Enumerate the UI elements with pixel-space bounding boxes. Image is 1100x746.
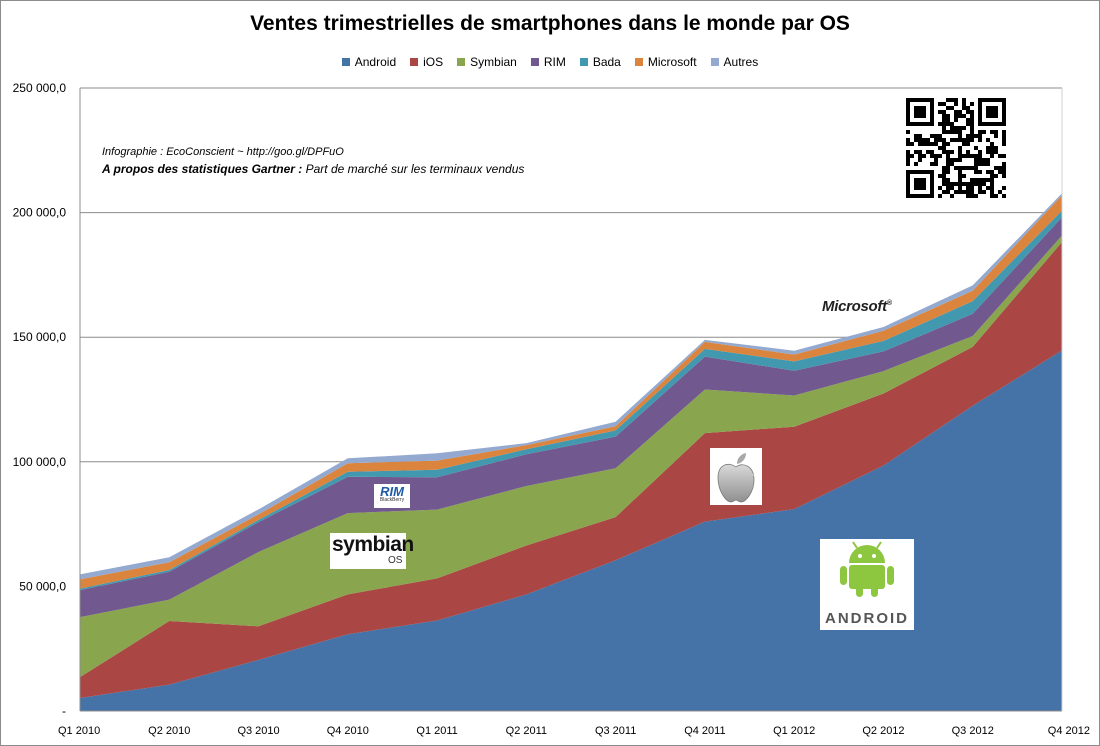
- x-tick-label: Q2 2011: [506, 725, 547, 737]
- legend-swatch: [410, 58, 419, 66]
- chart-title: Ventes trimestrielles de smartphones dan…: [250, 12, 850, 35]
- legend-label: Bada: [592, 55, 621, 69]
- legend-swatch: [530, 58, 539, 66]
- legend-item-android: Android: [341, 55, 397, 69]
- legend-label: Android: [354, 55, 397, 69]
- legend-swatch: [341, 58, 350, 66]
- legend-item-bada: Bada: [579, 55, 621, 69]
- x-tick-label: Q2 2010: [148, 725, 190, 737]
- legend-swatch: [634, 58, 643, 66]
- x-tick-label: Q4 2012: [1048, 725, 1090, 737]
- annotation-source-bold: A propos des statistiques Gartner :: [102, 162, 303, 176]
- x-tick-label: Q3 2010: [237, 725, 279, 737]
- legend-item-ios: iOS: [410, 55, 443, 69]
- android-logo: ANDROID: [820, 539, 914, 630]
- x-tick-label: Q4 2011: [684, 725, 725, 737]
- legend-item-rim: RIM: [530, 55, 566, 69]
- area-rim: [80, 217, 1062, 618]
- legend-label: Microsoft: [647, 55, 697, 69]
- legend-label: Symbian: [470, 55, 517, 69]
- area-ios: [80, 242, 1062, 698]
- legend-label: iOS: [423, 55, 444, 69]
- rim-blackberry-logo: RIM BlackBerry: [374, 484, 410, 508]
- qr-code-icon: [904, 96, 1008, 200]
- legend-item-autres: Autres: [710, 55, 759, 69]
- y-tick-label: -: [62, 704, 66, 718]
- annotation-source-rest: Part de marché sur les terminaux vendus: [302, 162, 525, 176]
- legend-item-microsoft: Microsoft: [634, 55, 697, 69]
- y-tick-label: 200 000,0: [13, 206, 67, 220]
- symbian-os-logo: symbian OS: [330, 533, 414, 569]
- x-tick-label: Q3 2012: [952, 725, 994, 737]
- area-android: [80, 350, 1062, 711]
- legend-label: RIM: [543, 55, 566, 69]
- y-tick-label: 150 000,0: [13, 330, 67, 344]
- x-tick-label: Q4 2010: [327, 725, 369, 737]
- microsoft-logo: Microsoft®: [822, 298, 892, 315]
- legend-swatch: [710, 58, 719, 66]
- annotation-source: A propos des statistiques Gartner : Part…: [102, 162, 524, 176]
- android-robot-icon: [840, 541, 894, 597]
- apple-logo-icon: [710, 448, 762, 505]
- legend-swatch: [579, 58, 588, 66]
- x-tick-label: Q1 2010: [58, 725, 100, 737]
- y-tick-label: 50 000,0: [19, 579, 66, 593]
- legend-item-symbian: Symbian: [457, 55, 517, 69]
- x-tick-label: Q3 2011: [595, 725, 636, 737]
- annotation-credit: Infographie : EcoConscient ~ http://goo.…: [102, 146, 344, 158]
- legend-swatch: [457, 58, 466, 66]
- x-tick-label: Q2 2012: [862, 725, 904, 737]
- legend-label: Autres: [723, 55, 759, 69]
- area-symbian: [80, 235, 1062, 678]
- x-tick-label: Q1 2012: [773, 725, 815, 737]
- y-tick-label: 100 000,0: [13, 455, 67, 469]
- y-tick-label: 250 000,0: [13, 81, 67, 95]
- x-tick-label: Q1 2011: [416, 725, 457, 737]
- legend: Android iOS Symbian RIM Bada Microsoft Autres: [0, 55, 1100, 69]
